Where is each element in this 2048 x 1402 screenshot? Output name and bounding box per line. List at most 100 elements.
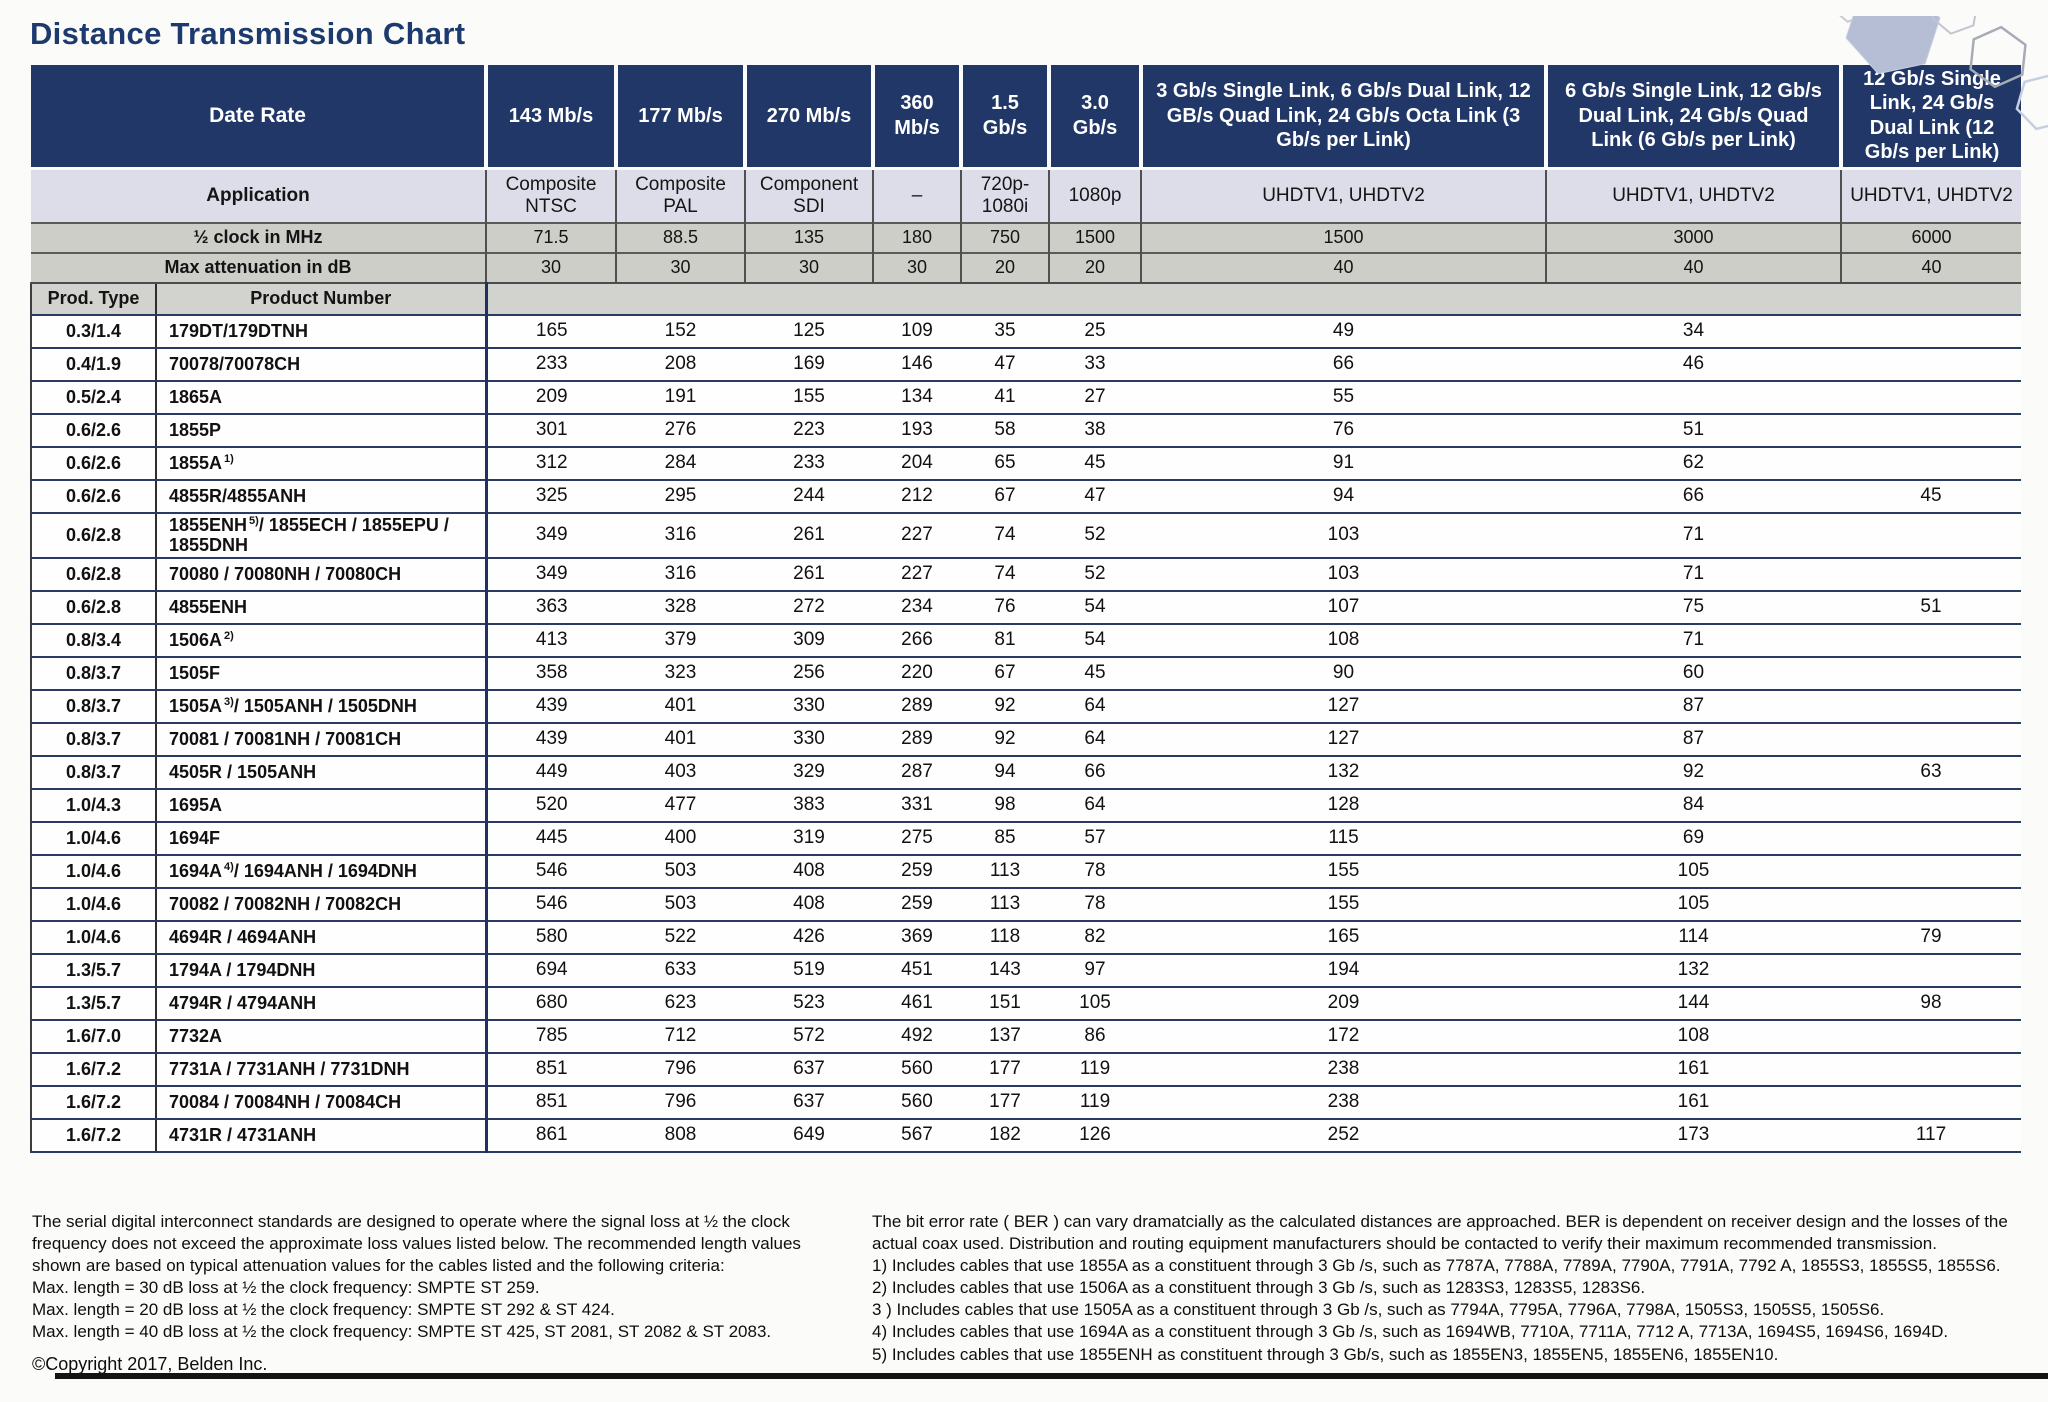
value-cell: 325: [486, 479, 616, 514]
value-cell: [1841, 953, 2021, 988]
footnote-1: 1) Includes cables that use 1855A as a c…: [872, 1256, 2001, 1276]
value-cell: 57: [1049, 821, 1141, 856]
prod-type-cell: 0.8/3.7: [30, 689, 157, 724]
value-cell: 132: [1141, 755, 1546, 790]
value-cell: 637: [745, 1085, 873, 1120]
value-cell: 261: [745, 512, 873, 559]
value-cell: 128: [1141, 788, 1546, 823]
value-cell: 363: [486, 590, 616, 625]
value-cell: 401: [616, 722, 745, 757]
value-cell: 649: [745, 1118, 873, 1153]
product-number-cell: 1855P: [156, 413, 488, 448]
value-cell: 65: [961, 446, 1049, 481]
value-cell: 796: [616, 1052, 745, 1087]
value-cell: [1841, 1085, 2021, 1120]
half-clock-header: ½ clock in MHz: [31, 221, 487, 253]
value-cell: 137: [961, 1019, 1049, 1054]
product-number-cell: 1865A: [156, 380, 488, 415]
value-cell: 212: [873, 479, 961, 514]
product-header-spacer: [486, 282, 2021, 316]
application-cell: 1080p: [1049, 166, 1142, 223]
prod-type-cell: 1.3/5.7: [30, 986, 157, 1021]
value-cell: 379: [616, 623, 745, 658]
value-cell: 155: [1141, 854, 1546, 889]
value-cell: 400: [616, 821, 745, 856]
prod-type-cell: 0.6/2.6: [30, 446, 157, 481]
value-cell: 633: [616, 953, 745, 988]
product-number-cell: 1855ENH 5)/ 1855ECH / 1855EPU / 1855DNH: [156, 512, 488, 559]
value-cell: 233: [486, 347, 616, 382]
product-number-cell: 1695A: [156, 788, 488, 823]
value-cell: 383: [745, 788, 873, 823]
value-cell: 105: [1546, 887, 1841, 922]
value-cell: 439: [486, 689, 616, 724]
application-cell: Composite PAL: [616, 166, 746, 223]
value-cell: 238: [1141, 1085, 1546, 1120]
value-cell: 34: [1546, 314, 1841, 349]
value-cell: 92: [961, 689, 1049, 724]
footnote-2: 2) Includes cables that use 1506A as a c…: [872, 1278, 1646, 1298]
value-cell: [1841, 557, 2021, 592]
product-number-cell: 1794A / 1794DNH: [156, 953, 488, 988]
criteria-line-40db: Max. length = 40 dB loss at ½ the clock …: [32, 1322, 772, 1342]
value-cell: 143: [961, 953, 1049, 988]
distance-transmission-table: Date Rate 143 Mb/s 177 Mb/s 270 Mb/s 360 Mb/…: [30, 65, 2021, 1153]
footer-right-column: The bit error rate ( BER ) can vary dram…: [872, 1211, 2044, 1376]
value-cell: 86: [1049, 1019, 1141, 1054]
application-cell: UHDTV1, UHDTV2: [1141, 166, 1547, 223]
value-cell: [1546, 380, 1841, 415]
max-attenuation-cell: 30: [486, 251, 617, 284]
value-cell: 55: [1141, 380, 1546, 415]
table-row: 1.3/5.7 1794A / 1794DNH 694 633 519 451 143 97 1…: [30, 953, 2021, 988]
value-cell: 146: [873, 347, 961, 382]
value-cell: 369: [873, 920, 961, 955]
value-cell: 401: [616, 689, 745, 724]
value-cell: 449: [486, 755, 616, 790]
application-cell: Component SDI: [745, 166, 874, 223]
value-cell: 161: [1546, 1085, 1841, 1120]
footnote-5: 5) Includes cables that use 1855ENH as c…: [872, 1344, 1779, 1364]
value-cell: 51: [1546, 413, 1841, 448]
value-cell: 113: [961, 854, 1049, 889]
value-cell: [1841, 314, 2021, 349]
value-cell: 155: [1141, 887, 1546, 922]
half-clock-cell: 6000: [1841, 221, 2021, 253]
max-attenuation-cell: 40: [1141, 251, 1547, 284]
value-cell: [1841, 788, 2021, 823]
product-number-header: Product Number: [156, 282, 488, 316]
value-cell: 91: [1141, 446, 1546, 481]
value-cell: [1841, 854, 2021, 889]
table-row: 0.6/2.6 1855P 301 276 223 193 58 38 76 51: [30, 413, 2021, 448]
product-number-cell: 70080 / 70080NH / 70080CH: [156, 557, 488, 592]
value-cell: 567: [873, 1118, 961, 1153]
footnote-marker: 2): [224, 630, 234, 643]
value-cell: 572: [745, 1019, 873, 1054]
value-cell: 272: [745, 590, 873, 625]
value-cell: 169: [745, 347, 873, 382]
gray r-atten-row: Max attenuation in dB 30 30 30 30 20 20 40 40 40: [31, 251, 2021, 284]
table-row: 1.6/7.0 7732A 785 712 572 492 137 86 172 108: [30, 1019, 2021, 1054]
prod-type-cell: 1.3/5.7: [30, 953, 157, 988]
value-cell: 45: [1049, 656, 1141, 691]
product-number-cell: 1505F: [156, 656, 488, 691]
value-cell: 58: [961, 413, 1049, 448]
value-cell: 560: [873, 1052, 961, 1087]
hexagon-decoration: [1833, 16, 2048, 131]
prod-type-cell: 0.8/3.7: [30, 722, 157, 757]
value-cell: 275: [873, 821, 961, 856]
value-cell: 132: [1546, 953, 1841, 988]
prod-type-cell: 1.0/4.6: [30, 854, 157, 889]
value-cell: 78: [1049, 854, 1141, 889]
value-cell: 76: [961, 590, 1049, 625]
product-number-cell: 1694A 4)/ 1694ANH / 1694DNH: [156, 854, 488, 889]
product-number-cell: 4505R / 1505ANH: [156, 755, 488, 790]
value-cell: 408: [745, 887, 873, 922]
max-attenuation-header: Max attenuation in dB: [31, 251, 487, 284]
max-attenuation-cell: 30: [745, 251, 874, 284]
value-cell: 461: [873, 986, 961, 1021]
value-cell: 477: [616, 788, 745, 823]
value-cell: [1841, 623, 2021, 658]
max-attenuation-cell: 40: [1546, 251, 1842, 284]
value-cell: 85: [961, 821, 1049, 856]
value-cell: 284: [616, 446, 745, 481]
